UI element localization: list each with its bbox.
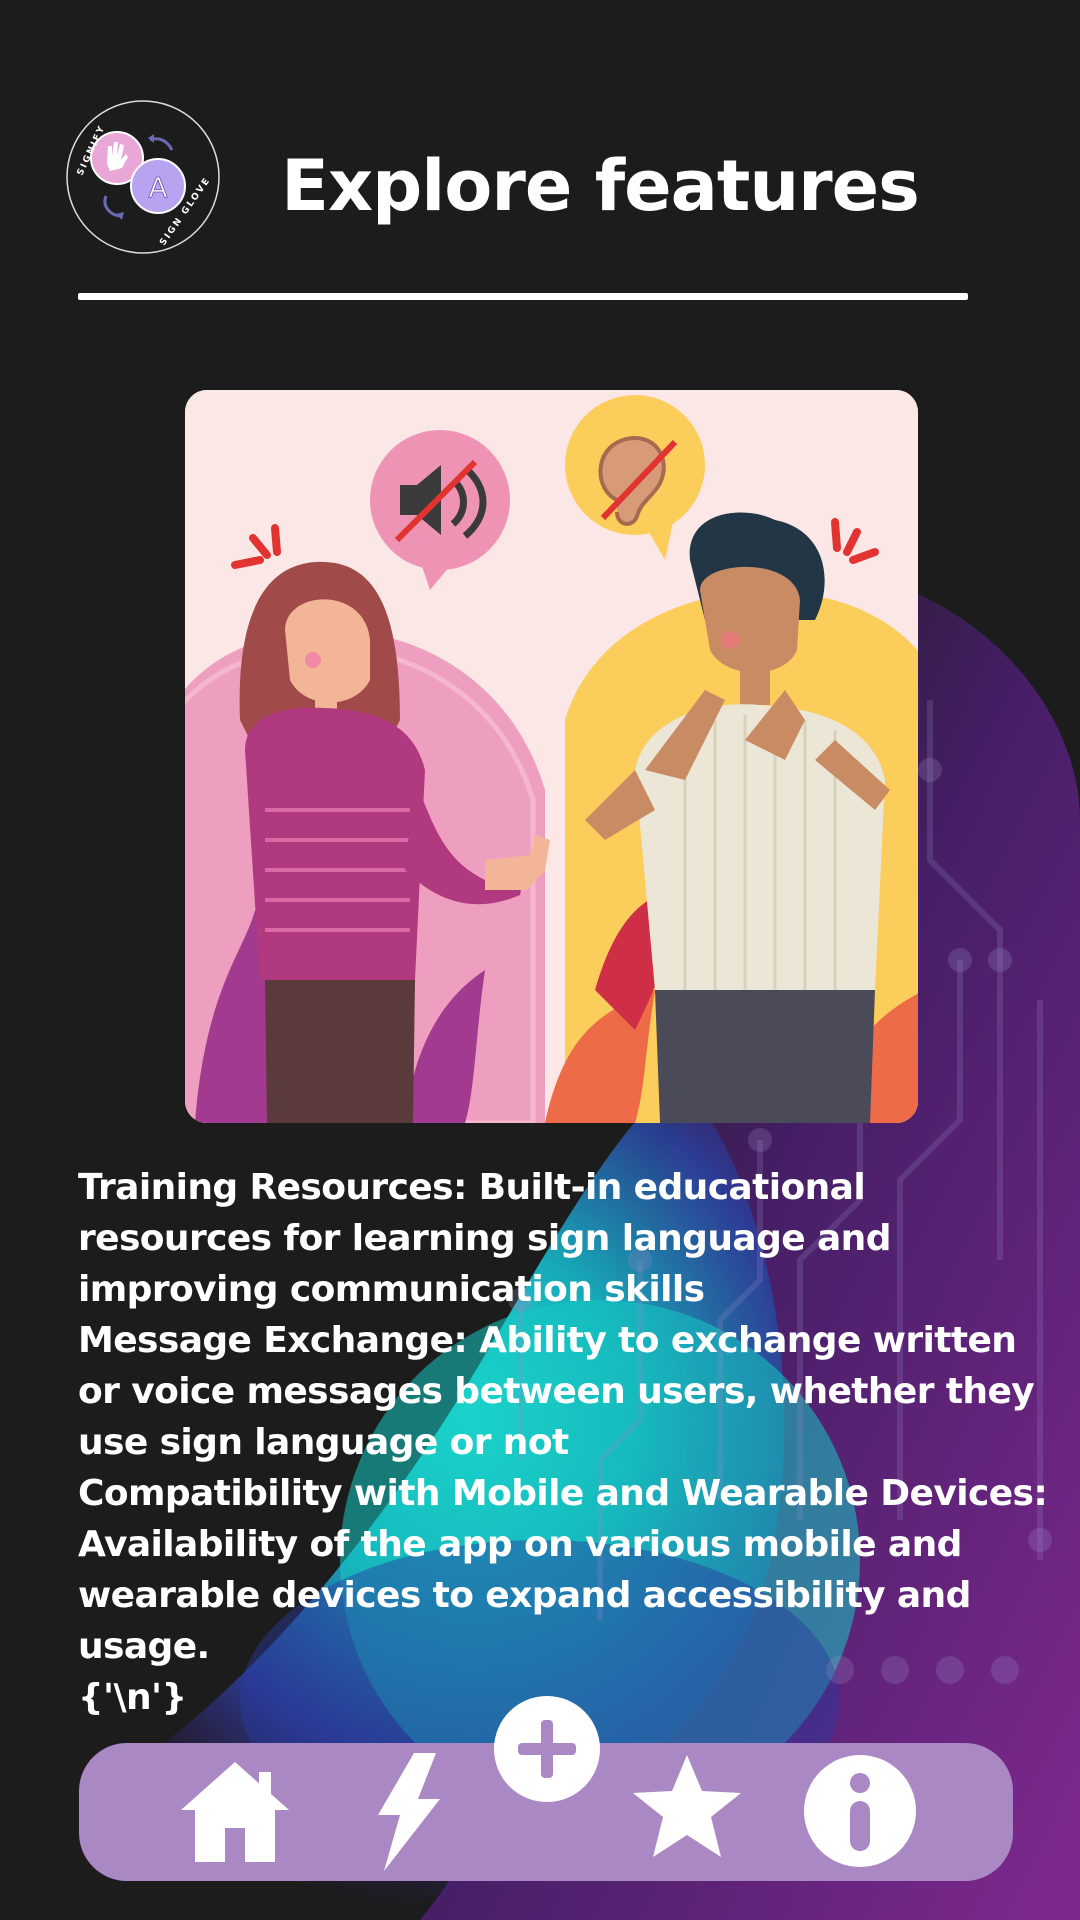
plus-icon bbox=[518, 1720, 576, 1778]
crossed-ear-icon bbox=[598, 436, 678, 526]
feature-message-exchange: Message Exchange: Ability to exchange wr… bbox=[78, 1320, 1035, 1463]
page-title: Explore features bbox=[281, 145, 920, 227]
info-icon[interactable] bbox=[802, 1753, 918, 1869]
svg-text:A: A bbox=[148, 171, 167, 204]
muted-speaker-icon bbox=[394, 459, 487, 543]
woman-figure bbox=[239, 561, 550, 1123]
sign-language-illustration bbox=[185, 390, 918, 1123]
signify-logo: A SIGNIFY SIGN GLOVE bbox=[66, 100, 220, 254]
man-figure bbox=[585, 512, 890, 1123]
home-icon[interactable] bbox=[179, 1758, 291, 1866]
feature-newline-literal: {'\n'} bbox=[78, 1677, 187, 1718]
features-list: Training Resources: Built-in educational… bbox=[78, 1162, 1068, 1723]
title-divider bbox=[78, 293, 968, 300]
add-button[interactable] bbox=[494, 1696, 600, 1802]
star-icon[interactable] bbox=[629, 1751, 745, 1863]
feature-device-compatibility: Compatibility with Mobile and Wearable D… bbox=[78, 1473, 1048, 1667]
feature-training-resources: Training Resources: Built-in educational… bbox=[78, 1167, 891, 1310]
lightning-icon[interactable] bbox=[374, 1751, 444, 1873]
